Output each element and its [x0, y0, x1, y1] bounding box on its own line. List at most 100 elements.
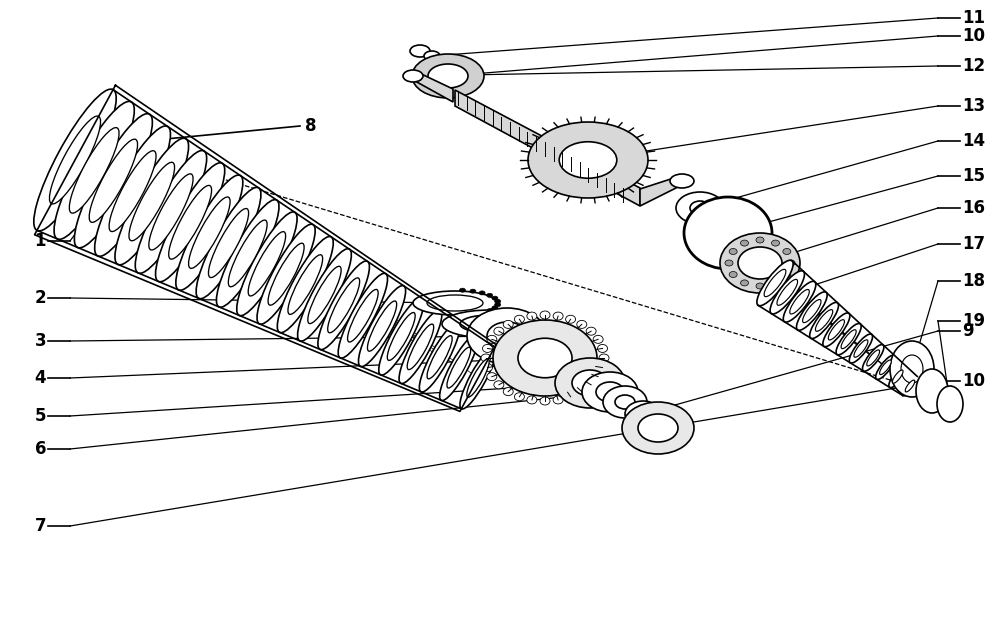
Ellipse shape — [527, 312, 537, 320]
Ellipse shape — [901, 355, 923, 383]
Ellipse shape — [599, 354, 609, 362]
Ellipse shape — [460, 315, 520, 333]
Ellipse shape — [598, 364, 608, 371]
Ellipse shape — [622, 402, 694, 454]
Ellipse shape — [494, 381, 504, 389]
Ellipse shape — [577, 387, 587, 396]
Ellipse shape — [555, 358, 625, 408]
Ellipse shape — [479, 291, 485, 295]
Ellipse shape — [428, 64, 468, 88]
Ellipse shape — [277, 237, 333, 333]
Ellipse shape — [582, 372, 638, 412]
Ellipse shape — [783, 281, 816, 322]
Ellipse shape — [729, 249, 737, 254]
Ellipse shape — [412, 54, 484, 98]
Ellipse shape — [862, 345, 884, 371]
Ellipse shape — [308, 266, 341, 324]
Ellipse shape — [399, 310, 442, 384]
Ellipse shape — [115, 138, 189, 265]
Ellipse shape — [487, 293, 493, 297]
Ellipse shape — [854, 340, 868, 357]
Ellipse shape — [937, 386, 963, 422]
Ellipse shape — [553, 396, 563, 404]
Ellipse shape — [880, 360, 891, 375]
Text: 3: 3 — [34, 332, 46, 350]
Ellipse shape — [810, 302, 839, 338]
Ellipse shape — [129, 162, 175, 241]
Ellipse shape — [867, 350, 880, 366]
Text: 18: 18 — [962, 272, 985, 290]
Ellipse shape — [298, 249, 351, 341]
Ellipse shape — [876, 355, 895, 380]
Ellipse shape — [787, 260, 795, 266]
Ellipse shape — [566, 393, 576, 401]
Ellipse shape — [625, 401, 661, 427]
Ellipse shape — [169, 186, 212, 259]
Ellipse shape — [540, 397, 550, 405]
Ellipse shape — [740, 240, 748, 246]
Ellipse shape — [487, 322, 527, 350]
Ellipse shape — [479, 311, 485, 315]
Text: 10: 10 — [962, 372, 985, 390]
Ellipse shape — [208, 209, 249, 277]
Text: 17: 17 — [962, 235, 985, 253]
Text: 14: 14 — [962, 132, 985, 150]
Ellipse shape — [598, 345, 608, 352]
Ellipse shape — [566, 315, 576, 323]
Ellipse shape — [492, 306, 498, 310]
Ellipse shape — [413, 291, 497, 315]
Ellipse shape — [487, 373, 497, 381]
Ellipse shape — [849, 334, 873, 363]
Ellipse shape — [503, 387, 513, 396]
Ellipse shape — [890, 341, 934, 397]
Ellipse shape — [495, 300, 501, 303]
Ellipse shape — [495, 303, 501, 307]
Ellipse shape — [149, 174, 193, 250]
Ellipse shape — [403, 70, 423, 82]
Ellipse shape — [836, 324, 861, 355]
Text: 11: 11 — [962, 9, 985, 27]
Ellipse shape — [379, 298, 424, 375]
Ellipse shape — [427, 336, 452, 379]
Ellipse shape — [487, 335, 497, 343]
Ellipse shape — [288, 255, 323, 314]
Ellipse shape — [407, 324, 434, 370]
Ellipse shape — [442, 310, 538, 338]
Ellipse shape — [676, 192, 724, 224]
Ellipse shape — [593, 373, 603, 381]
Ellipse shape — [69, 128, 119, 213]
Ellipse shape — [841, 329, 856, 349]
Ellipse shape — [49, 116, 101, 204]
Text: 8: 8 — [305, 117, 316, 135]
Ellipse shape — [54, 101, 134, 239]
Text: 13: 13 — [962, 97, 985, 115]
Ellipse shape — [720, 233, 800, 293]
Ellipse shape — [684, 197, 772, 269]
Ellipse shape — [447, 347, 471, 388]
Polygon shape — [455, 90, 640, 206]
Text: 16: 16 — [962, 199, 985, 217]
Ellipse shape — [419, 322, 460, 392]
Ellipse shape — [577, 321, 587, 328]
Ellipse shape — [756, 283, 764, 289]
Ellipse shape — [803, 300, 821, 322]
Text: 6: 6 — [34, 440, 46, 458]
Ellipse shape — [586, 327, 596, 335]
Ellipse shape — [770, 271, 804, 314]
Ellipse shape — [503, 321, 513, 328]
Ellipse shape — [268, 243, 304, 305]
Ellipse shape — [916, 369, 948, 413]
Ellipse shape — [216, 200, 279, 307]
Ellipse shape — [410, 45, 430, 57]
Ellipse shape — [638, 414, 678, 442]
Ellipse shape — [756, 237, 764, 243]
Ellipse shape — [367, 301, 397, 351]
Ellipse shape — [603, 386, 647, 418]
Ellipse shape — [905, 380, 915, 392]
Ellipse shape — [248, 232, 286, 296]
Ellipse shape — [358, 286, 406, 366]
Ellipse shape — [189, 197, 230, 268]
Ellipse shape — [690, 201, 710, 215]
Ellipse shape — [95, 126, 170, 256]
Text: 5: 5 — [34, 407, 46, 425]
